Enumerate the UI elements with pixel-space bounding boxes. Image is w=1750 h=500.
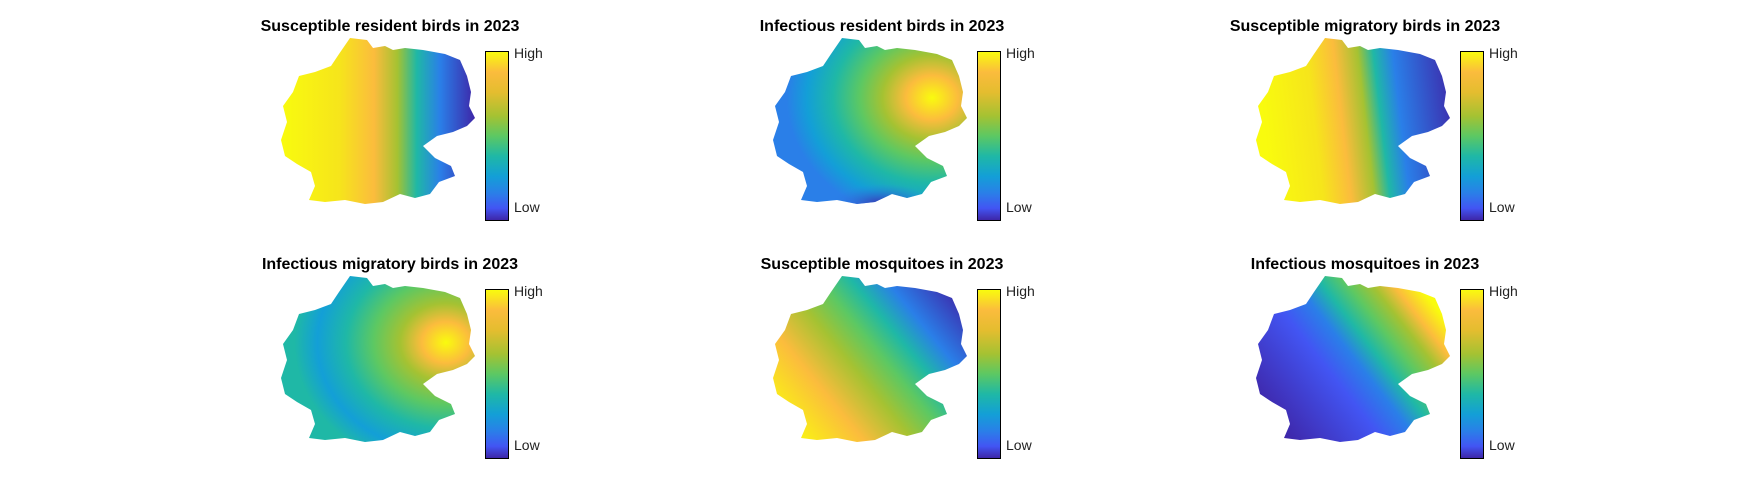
heatmap-svg [281,276,475,442]
colorbar-low-label: Low [514,437,540,453]
panel-infectious-mosquitoes: Infectious mosquitoes in 2023 [1215,256,1735,476]
colorbar-high-label: High [1489,45,1518,61]
heatmap-svg [281,38,475,204]
colorbar-low-label: Low [1006,199,1032,215]
southern-low-region [801,146,947,204]
panel-title: Susceptible migratory birds in 2023 [1229,18,1501,35]
germany-map [275,36,495,211]
germany-shape [281,38,475,204]
heatmap-svg [773,38,967,204]
colorbar-low-label: Low [1489,437,1515,453]
colorbar [485,51,509,221]
colorbar-low-label: Low [514,199,540,215]
colorbar-high-label: High [514,45,543,61]
panel-title: Infectious mosquitoes in 2023 [1250,256,1480,273]
germany-shape [1256,38,1450,204]
panel-susceptible-mosquitoes: Susceptible mosquitoes in 2023 [732,256,1252,476]
panel-title: Susceptible mosquitoes in 2023 [760,256,1004,273]
germany-shape [281,276,475,442]
germany-map [767,36,987,211]
germany-shape [773,276,967,442]
panel-title: Susceptible resident birds in 2023 [260,18,520,35]
panel-title: Infectious resident birds in 2023 [759,18,1005,35]
colorbar-high-label: High [1006,283,1035,299]
colorbar-low-label: Low [1006,437,1032,453]
panel-title: Infectious migratory birds in 2023 [261,256,519,273]
colorbar-high-label: High [514,283,543,299]
panel-infectious-resident-birds: Infectious resident birds in 2023 [732,18,1252,238]
germany-map [1250,274,1470,449]
heatmap-svg [1256,38,1450,204]
germany-map [767,274,987,449]
colorbar [485,289,509,459]
panel-infectious-migratory-birds: Infectious migratory birds in 2023 [240,256,760,476]
panel-susceptible-migratory-birds: Susceptible migratory birds in 2023 [1215,18,1735,238]
germany-map [1250,36,1470,211]
germany-map [275,274,495,449]
colorbar-high-label: High [1489,283,1518,299]
heatmap-svg [1256,276,1450,442]
colorbar [977,289,1001,459]
germany-shape [1256,276,1450,442]
colorbar [1460,289,1484,459]
colorbar-high-label: High [1006,45,1035,61]
heatmap-svg [773,276,967,442]
panel-susceptible-resident-birds: Susceptible resident birds in 2023 [240,18,760,238]
colorbar [1460,51,1484,221]
colorbar-low-label: Low [1489,199,1515,215]
colorbar [977,51,1001,221]
